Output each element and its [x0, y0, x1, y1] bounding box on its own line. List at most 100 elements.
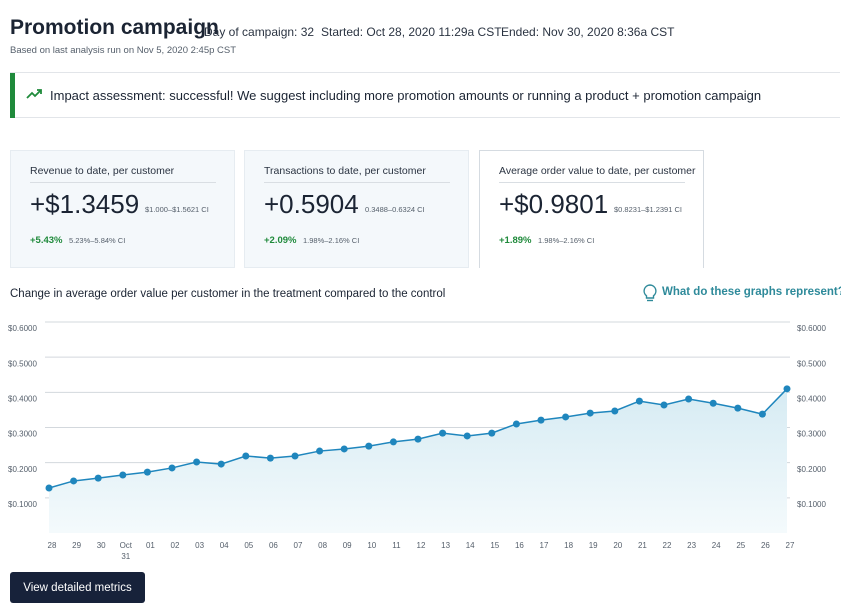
data-point [439, 429, 447, 437]
x-tick-label: 27 [786, 541, 795, 550]
x-tick-label: 17 [540, 541, 549, 550]
data-point [143, 468, 151, 476]
campaign-day: Day of campaign: 32 [204, 25, 315, 39]
card-ci: $0.8231–$1.2391 CI [614, 205, 682, 214]
data-point [389, 438, 397, 446]
x-tick-label: 28 [48, 541, 57, 550]
data-point [217, 460, 225, 468]
data-point [758, 410, 766, 418]
x-tick-label: 07 [294, 541, 303, 550]
card-change: +2.09% [264, 235, 297, 246]
y-tick-label: $0.3000 [8, 430, 37, 439]
card-ci: 0.3488–0.6324 CI [365, 205, 425, 214]
x-tick-label: 01 [146, 541, 155, 550]
campaign-end: Ended: Nov 30, 2020 8:36a CST [501, 25, 675, 39]
x-tick-label: 19 [589, 541, 598, 550]
help-icon[interactable] [641, 283, 659, 303]
x-tick-label: 12 [417, 541, 426, 550]
y-tick-label: $0.1000 [8, 500, 37, 509]
x-tick-label: 29 [72, 541, 81, 550]
data-point [340, 445, 348, 453]
y-tick-label: $0.2000 [8, 465, 37, 474]
banner-text: Impact assessment: successful! We sugges… [50, 88, 762, 103]
y-tick-label: $0.6000 [8, 324, 37, 333]
data-point [709, 399, 717, 407]
data-point [537, 416, 545, 424]
data-point [562, 413, 570, 421]
card-change-ci: 1.98%–2.16% CI [303, 236, 360, 245]
data-point [168, 464, 176, 472]
data-point [365, 442, 373, 450]
y2-tick-label: $0.4000 [797, 394, 826, 403]
x-tick-label: 25 [736, 541, 745, 550]
chart: $0.1000 $0.1000 $0.2000 $0.2000 $0.3000 $0.30… [8, 321, 826, 561]
x-tick-label: 11 [392, 541, 401, 550]
data-point [611, 407, 619, 415]
trend-icon [26, 89, 42, 99]
data-point [488, 429, 496, 437]
metric-card[interactable]: Transactions to date, per customer +0.590… [244, 150, 469, 268]
x-tick-label: 04 [220, 541, 229, 550]
data-point [45, 484, 53, 492]
x-tick-label: 10 [367, 541, 376, 550]
y2-tick-label: $0.6000 [797, 324, 826, 333]
data-point [586, 409, 594, 417]
data-point [734, 404, 742, 412]
data-point [414, 435, 422, 443]
area [49, 388, 787, 533]
view-metrics-button[interactable]: View detailed metrics [10, 572, 145, 603]
data-point [266, 454, 274, 462]
data-point [291, 452, 299, 460]
x-tick-label: 02 [171, 541, 180, 550]
y-tick-label: $0.4000 [8, 394, 37, 403]
y-tick-label: $0.5000 [8, 359, 37, 368]
campaign-start: Started: Oct 28, 2020 11:29a CST [321, 25, 502, 39]
card-label: Revenue to date, per customer [30, 165, 175, 177]
x-tick-label: 26 [761, 541, 770, 550]
card-divider [499, 182, 685, 183]
card-ci: $1.000–$1.5621 CI [145, 205, 209, 214]
x-tick-label: 22 [663, 541, 672, 550]
chart-title: Change in average order value per custom… [10, 288, 446, 300]
card-label: Transactions to date, per customer [264, 165, 426, 177]
card-change: +1.89% [499, 235, 532, 246]
page-title: Promotion campaign [10, 16, 219, 39]
x-tick-label: 08 [318, 541, 327, 550]
card-divider [264, 182, 450, 183]
metric-card[interactable]: Average order value to date, per custome… [479, 150, 704, 268]
data-point [685, 395, 693, 403]
card-value: +0.5904 [264, 189, 359, 219]
x-tick-label: 14 [466, 541, 475, 550]
data-point [463, 432, 471, 440]
x-tick-label: 18 [564, 541, 573, 550]
x-tick-label: 16 [515, 541, 524, 550]
data-point [193, 458, 201, 466]
x-tick-label: 30 [97, 541, 106, 550]
banner-accent [10, 73, 15, 118]
y2-tick-label: $0.3000 [797, 430, 826, 439]
data-point [242, 452, 250, 460]
impact-banner: Impact assessment: successful! We sugges… [10, 72, 840, 118]
data-point [70, 477, 78, 485]
data-point [94, 474, 102, 482]
y2-tick-label: $0.5000 [797, 359, 826, 368]
data-point [635, 397, 643, 405]
x-tick-label: 05 [244, 541, 253, 550]
data-point [119, 471, 127, 479]
x-tick-label: 03 [195, 541, 204, 550]
help-link[interactable]: What do these graphs represent? [662, 286, 841, 298]
card-change-ci: 1.98%–2.16% CI [538, 236, 595, 245]
data-point [512, 420, 520, 428]
x-tick-label: 15 [490, 541, 499, 550]
metric-card[interactable]: Revenue to date, per customer +$1.3459 $1.… [10, 150, 235, 268]
data-point [660, 401, 668, 409]
card-label: Average order value to date, per custome… [499, 165, 696, 177]
data-point [783, 385, 791, 393]
card-change: +5.43% [30, 235, 63, 246]
x-tick-label: 20 [613, 541, 622, 550]
card-value: +$0.9801 [499, 189, 609, 219]
x-tick-label: Oct 31 [120, 541, 133, 561]
x-tick-label: 13 [441, 541, 450, 550]
data-point [316, 447, 324, 455]
